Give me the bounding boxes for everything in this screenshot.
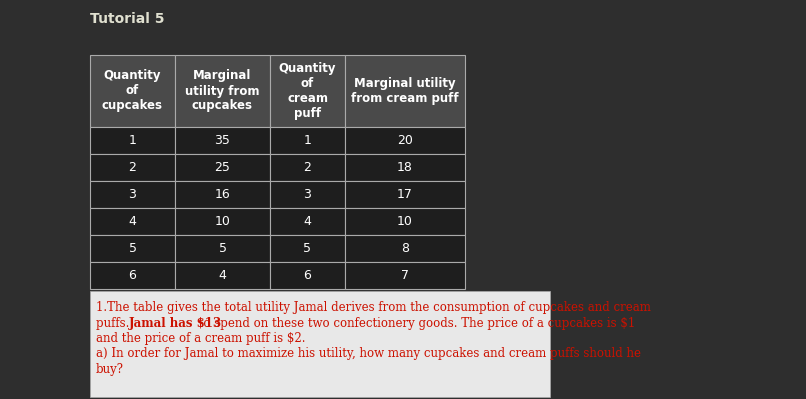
- Text: 16: 16: [214, 188, 231, 201]
- Bar: [345, 55, 465, 127]
- Bar: [270, 55, 345, 127]
- Text: and the price of a cream puff is $2.: and the price of a cream puff is $2.: [96, 332, 305, 345]
- Bar: [175, 235, 270, 262]
- Text: Marginal utility
from cream puff: Marginal utility from cream puff: [351, 77, 459, 105]
- Bar: [345, 154, 465, 181]
- Bar: [90, 55, 175, 127]
- Bar: [175, 154, 270, 181]
- Text: 5: 5: [218, 242, 226, 255]
- Text: 2: 2: [304, 161, 311, 174]
- Text: 10: 10: [397, 215, 413, 228]
- Text: Quantity
of
cream
puff: Quantity of cream puff: [279, 62, 336, 120]
- Bar: [175, 127, 270, 154]
- Bar: [175, 208, 270, 235]
- Bar: [175, 262, 270, 289]
- Text: 10: 10: [214, 215, 231, 228]
- Bar: [270, 154, 345, 181]
- Text: 18: 18: [397, 161, 413, 174]
- Text: 7: 7: [401, 269, 409, 282]
- Text: 3: 3: [304, 188, 311, 201]
- Text: 1: 1: [129, 134, 136, 147]
- Bar: [90, 235, 175, 262]
- Bar: [175, 181, 270, 208]
- Text: buy?: buy?: [96, 363, 124, 376]
- Text: 8: 8: [401, 242, 409, 255]
- Text: 1: 1: [304, 134, 311, 147]
- Bar: [345, 127, 465, 154]
- Bar: [270, 262, 345, 289]
- Text: 6: 6: [304, 269, 311, 282]
- Text: 2: 2: [129, 161, 136, 174]
- Text: 17: 17: [397, 188, 413, 201]
- Bar: [270, 235, 345, 262]
- Bar: [270, 181, 345, 208]
- Bar: [90, 127, 175, 154]
- Text: 35: 35: [214, 134, 231, 147]
- Text: Quantity
of
cupcakes: Quantity of cupcakes: [102, 69, 163, 113]
- Bar: [345, 235, 465, 262]
- Bar: [90, 181, 175, 208]
- Text: to spend on these two confectionery goods. The price of a cupcakes is $1: to spend on these two confectionery good…: [195, 316, 635, 330]
- Text: Tutorial 5: Tutorial 5: [90, 12, 164, 26]
- Text: 20: 20: [397, 134, 413, 147]
- Bar: [90, 291, 550, 397]
- Text: 4: 4: [304, 215, 311, 228]
- Text: 6: 6: [129, 269, 136, 282]
- Text: Jamal has $13: Jamal has $13: [129, 316, 222, 330]
- Text: 3: 3: [129, 188, 136, 201]
- Bar: [90, 208, 175, 235]
- Bar: [270, 127, 345, 154]
- Bar: [270, 208, 345, 235]
- Text: 5: 5: [128, 242, 136, 255]
- Text: 25: 25: [214, 161, 231, 174]
- Text: 5: 5: [304, 242, 311, 255]
- Bar: [345, 208, 465, 235]
- Bar: [345, 181, 465, 208]
- Text: puffs.: puffs.: [96, 316, 133, 330]
- Text: 4: 4: [129, 215, 136, 228]
- Text: Marginal
utility from
cupcakes: Marginal utility from cupcakes: [185, 69, 260, 113]
- Text: 4: 4: [218, 269, 226, 282]
- Bar: [175, 55, 270, 127]
- Text: 1.The table gives the total utility Jamal derives from the consumption of cupcak: 1.The table gives the total utility Jama…: [96, 301, 651, 314]
- Text: a) In order for Jamal to maximize his utility, how many cupcakes and cream puffs: a) In order for Jamal to maximize his ut…: [96, 348, 641, 361]
- Bar: [90, 154, 175, 181]
- Bar: [345, 262, 465, 289]
- Bar: [90, 262, 175, 289]
